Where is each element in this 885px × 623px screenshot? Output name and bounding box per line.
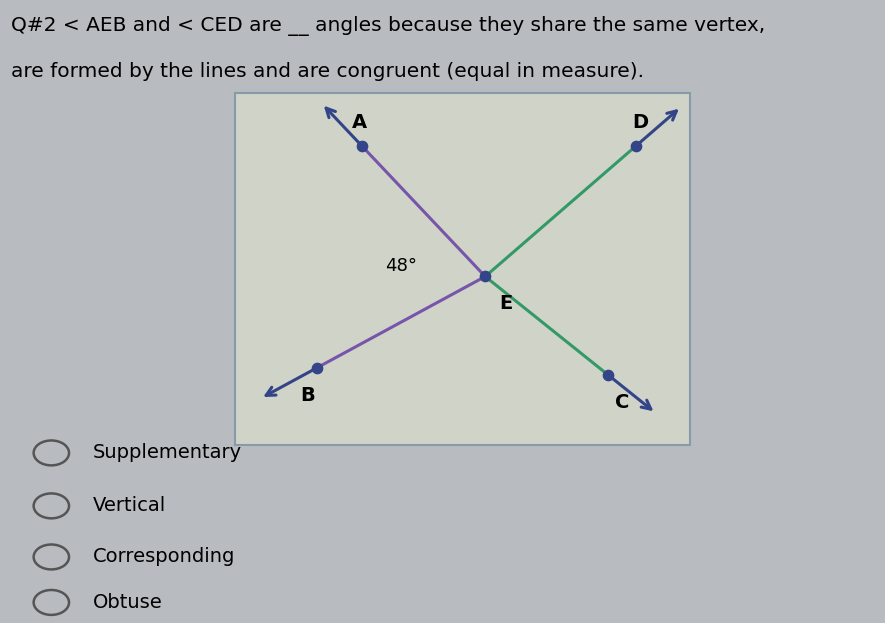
Text: 48°: 48° bbox=[385, 257, 417, 275]
Text: Obtuse: Obtuse bbox=[93, 593, 163, 612]
Bar bbox=[235, 93, 690, 445]
Text: A: A bbox=[352, 113, 367, 132]
Text: D: D bbox=[632, 113, 648, 132]
Text: Vertical: Vertical bbox=[93, 497, 166, 515]
Text: Corresponding: Corresponding bbox=[93, 548, 235, 566]
Text: E: E bbox=[499, 294, 512, 313]
Point bbox=[628, 141, 643, 151]
Text: B: B bbox=[300, 386, 315, 404]
Point bbox=[478, 272, 492, 282]
Point bbox=[355, 141, 369, 151]
Point bbox=[601, 370, 615, 380]
Text: Q#2 < AEB and < CED are __ angles because they share the same vertex,: Q#2 < AEB and < CED are __ angles becaus… bbox=[11, 16, 765, 36]
Text: C: C bbox=[615, 392, 629, 412]
Text: Supplementary: Supplementary bbox=[93, 444, 242, 462]
Point bbox=[310, 363, 324, 373]
Text: are formed by the lines and are congruent (equal in measure).: are formed by the lines and are congruen… bbox=[11, 62, 643, 81]
